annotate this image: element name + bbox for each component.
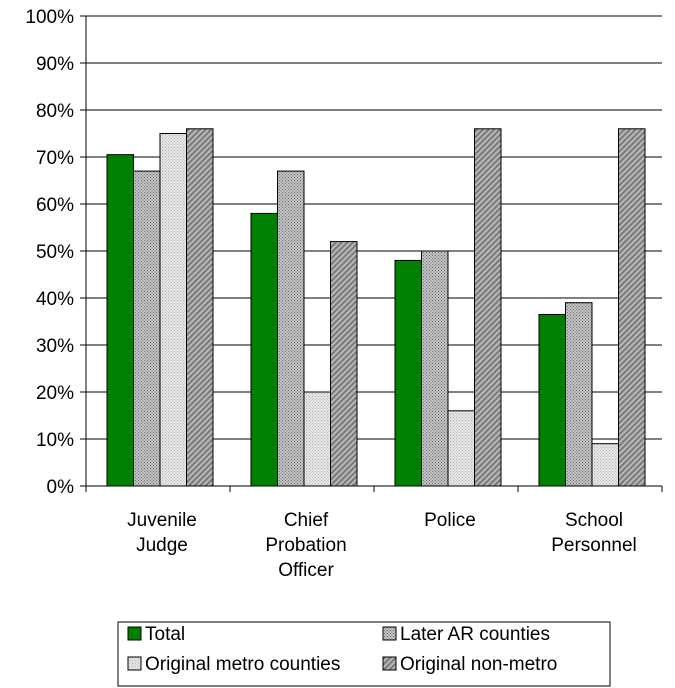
x-tick-label: School Personnel (551, 510, 637, 556)
y-axis-tick-labels: 0% 10% 20% 30% 40% 50% 60% 70% 80% 90% 100% (25, 7, 74, 498)
legend-swatch-original-non-metro (382, 656, 397, 671)
bar-total (106, 154, 134, 487)
x-tick-label: Chief Probation Officer (265, 510, 346, 581)
bar-total (250, 212, 278, 487)
bar-later-ar-counties (565, 302, 593, 487)
legend-box (117, 621, 611, 687)
y-tick-label: 20% (36, 383, 74, 404)
bar-total (538, 313, 566, 487)
bar-total (394, 259, 422, 487)
bar-original-non-metro (618, 128, 646, 487)
y-tick-label: 40% (36, 289, 74, 310)
x-tick-label: Juvenile Judge (127, 510, 197, 556)
bar-original-non-metro (330, 241, 358, 487)
bar-original-non-metro (186, 128, 214, 487)
y-tick-label: 10% (36, 430, 74, 451)
legend: Total Later AR counties Original metro cou… (117, 621, 611, 687)
y-tick-label: 70% (36, 148, 74, 169)
bar-later-ar-counties (133, 170, 161, 487)
x-axis-tick-labels: Juvenile Judge Chief Probation Officer Police… (127, 510, 637, 581)
legend-label-original-metro-counties: Original metro counties (145, 654, 340, 675)
bar-original-metro-counties (159, 133, 187, 487)
bar-original-metro-counties (591, 443, 619, 487)
legend-swatch-original-metro-counties (127, 656, 142, 671)
y-tick-label: 60% (36, 195, 74, 216)
legend-label-original-non-metro: Original non-metro (400, 654, 557, 675)
axes (80, 15, 663, 492)
y-tick-label: 100% (25, 7, 74, 28)
x-tick-label: Police (424, 510, 476, 531)
y-tick-label: 50% (36, 242, 74, 263)
bar-original-metro-counties (447, 410, 475, 487)
bar-later-ar-counties (421, 250, 449, 487)
bar-original-metro-counties (303, 391, 331, 487)
y-tick-label: 30% (36, 336, 74, 357)
y-tick-label: 90% (36, 54, 74, 75)
y-tick-label: 0% (47, 477, 75, 498)
y-tick-label: 80% (36, 101, 74, 122)
legend-label-total: Total (145, 624, 185, 645)
bar-original-non-metro (474, 128, 502, 487)
legend-swatch-total (127, 626, 142, 641)
legend-swatch-later-ar-counties (382, 626, 397, 641)
bars (106, 128, 646, 487)
legend-label-later-ar-counties: Later AR counties (400, 624, 550, 645)
bar-later-ar-counties (277, 170, 305, 487)
